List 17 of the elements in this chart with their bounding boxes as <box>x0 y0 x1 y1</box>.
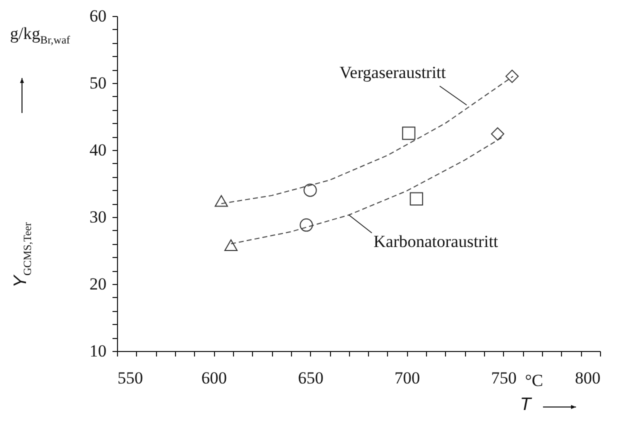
y-tick-label: 50 <box>90 74 106 92</box>
text: g/kg$_{Br,waf}$ <box>10 24 70 46</box>
y-tick-label: 30 <box>90 208 106 226</box>
y-tick-label: 40 <box>90 140 106 160</box>
x-tick-label: 650 <box>298 368 324 388</box>
text: °C <box>525 371 544 391</box>
y-tick-label: 60 <box>90 6 106 26</box>
x-tick-label: 750 <box>491 368 517 388</box>
annotation: Karbonatoraustritt <box>374 232 498 252</box>
y-tick-label: 20 <box>90 274 106 294</box>
x-tick-label: 700 <box>394 368 420 388</box>
x-tick-label: 550 <box>118 368 143 388</box>
y-tick-label: 10 <box>90 342 106 360</box>
x-tick-label: 800 <box>575 368 600 388</box>
x-axis-title: T <box>520 394 531 415</box>
annotation: Vergaseraustritt <box>340 63 446 84</box>
x-tick-label: 600 <box>201 368 227 388</box>
